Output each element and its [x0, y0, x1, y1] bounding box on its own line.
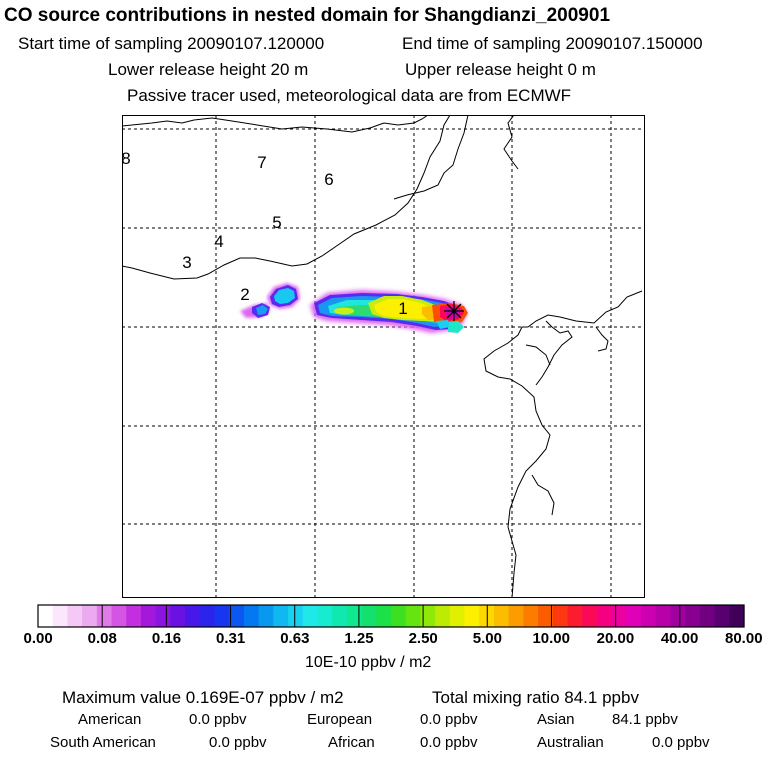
coastline-borders: [122, 115, 643, 598]
colorbar-tick-label: 40.00: [660, 630, 699, 647]
colorbar-swatch: [199, 605, 216, 627]
map-panel: 1 2 3 4 5 6 7 8: [122, 115, 645, 598]
colorbar-swatch: [493, 605, 510, 627]
colorbar-tick-label: 0.16: [151, 630, 182, 647]
colorbar-tick-label: 20.00: [596, 630, 635, 647]
colorbar-swatch: [714, 605, 730, 627]
maximum-value: Maximum value 0.169E-07 ppbv / m2: [62, 688, 344, 707]
colorbar-unit: 10E-10 ppbv / m2: [305, 654, 432, 671]
colorbar-swatch: [611, 605, 627, 627]
colorbar-swatch: [140, 605, 157, 627]
colorbar-swatch: [449, 605, 466, 627]
trajectory-label-3: 3: [182, 253, 191, 272]
upper-release-height: Upper release height 0 m: [405, 60, 596, 79]
colorbar-swatch: [185, 605, 201, 627]
colorbar-swatch: [155, 605, 171, 627]
colorbar-swatch: [288, 605, 304, 627]
colorbar-swatch: [538, 605, 554, 627]
region-american-label: American: [78, 711, 142, 728]
map-gridlines: [122, 115, 645, 598]
colorbar-tick-label: 2.50: [408, 630, 438, 647]
colorbar-swatch: [214, 605, 230, 627]
colorbar-tick-label: 0.31: [216, 630, 246, 647]
colorbar-tick-label: 80.00: [725, 630, 763, 647]
station-marker: [444, 301, 464, 321]
colorbar-swatch: [82, 605, 98, 627]
region-south-american-label: South American: [50, 734, 156, 751]
colorbar-swatch: [685, 605, 701, 627]
colorbar-swatch: [582, 605, 598, 627]
colorbar-swatch: [391, 605, 407, 627]
colorbar-swatch: [729, 605, 745, 627]
colorbar-swatch: [243, 605, 260, 627]
colorbar-tick-label: 1.25: [344, 630, 374, 647]
colorbar-swatch: [346, 605, 363, 627]
colorbar-swatch: [170, 605, 186, 627]
colorbar-swatch: [67, 605, 83, 627]
colorbar: [37, 604, 745, 628]
colorbar-swatch: [96, 605, 113, 627]
colorbar-swatch: [508, 605, 524, 627]
map-frame: [122, 115, 645, 598]
colorbar-swatch: [361, 605, 377, 627]
colorbar-tick-label: 0.08: [87, 630, 117, 647]
lower-release-height: Lower release height 20 m: [108, 60, 309, 79]
colorbar-swatch: [258, 605, 274, 627]
region-south-american-value: 0.0 ppbv: [209, 734, 267, 751]
region-australian-value: 0.0 ppbv: [652, 734, 710, 751]
region-australian-label: Australian: [537, 734, 604, 751]
colorbar-swatch: [655, 605, 672, 627]
colorbar-swatch: [435, 605, 451, 627]
trajectory-label-8: 8: [122, 149, 131, 168]
colorbar-swatch: [317, 605, 333, 627]
tracer-note: Passive tracer used, meteorological data…: [127, 86, 572, 105]
colorbar-swatch: [596, 605, 613, 627]
colorbar-swatch: [302, 605, 319, 627]
trajectory-label-4: 4: [214, 232, 223, 251]
colorbar-swatch: [626, 605, 642, 627]
colorbar-tick-label: 0.63: [280, 630, 310, 647]
end-time-label: End time of sampling 20090107.150000: [402, 34, 703, 53]
region-asian-value: 84.1 ppbv: [612, 711, 678, 728]
colorbar-swatch: [641, 605, 657, 627]
colorbar-swatch: [699, 605, 716, 627]
region-african-label: African: [328, 734, 375, 751]
colorbar-swatch: [405, 605, 422, 627]
colorbar-swatch: [552, 605, 569, 627]
colorbar-swatch: [464, 605, 480, 627]
colorbar-swatch: [111, 605, 127, 627]
trajectory-label-1: 1: [398, 299, 407, 318]
region-african-value: 0.0 ppbv: [420, 734, 478, 751]
trajectory-label-6: 6: [324, 170, 333, 189]
region-asian-label: Asian: [537, 711, 575, 728]
total-mixing-ratio: Total mixing ratio 84.1 ppbv: [432, 688, 639, 707]
region-european-value: 0.0 ppbv: [420, 711, 478, 728]
colorbar-swatch: [126, 605, 142, 627]
colorbar-tick-label: 0.00: [23, 630, 53, 647]
colorbar-swatch: [670, 605, 686, 627]
colorbar-swatch: [52, 605, 69, 627]
trajectory-label-5: 5: [272, 213, 281, 232]
start-time-label: Start time of sampling 20090107.120000: [18, 34, 325, 53]
colorbar-swatch: [229, 605, 245, 627]
trajectory-label-7: 7: [257, 153, 266, 172]
colorbar-swatch: [567, 605, 583, 627]
colorbar-swatch: [376, 605, 392, 627]
trajectory-label-2: 2: [240, 285, 249, 304]
figure-title: CO source contributions in nested domain…: [4, 5, 611, 26]
region-european-label: European: [307, 711, 373, 728]
region-american-value: 0.0 ppbv: [189, 711, 247, 728]
colorbar-tick-label: 5.00: [472, 630, 502, 647]
colorbar-swatch: [332, 605, 348, 627]
colorbar-frame: [37, 604, 745, 628]
colorbar-swatch: [420, 605, 436, 627]
concentration-plume: [240, 283, 468, 333]
colorbar-swatch: [523, 605, 539, 627]
colorbar-swatch: [38, 605, 54, 627]
colorbar-tick-label: 10.00: [532, 630, 570, 647]
colorbar-swatch: [273, 605, 289, 627]
